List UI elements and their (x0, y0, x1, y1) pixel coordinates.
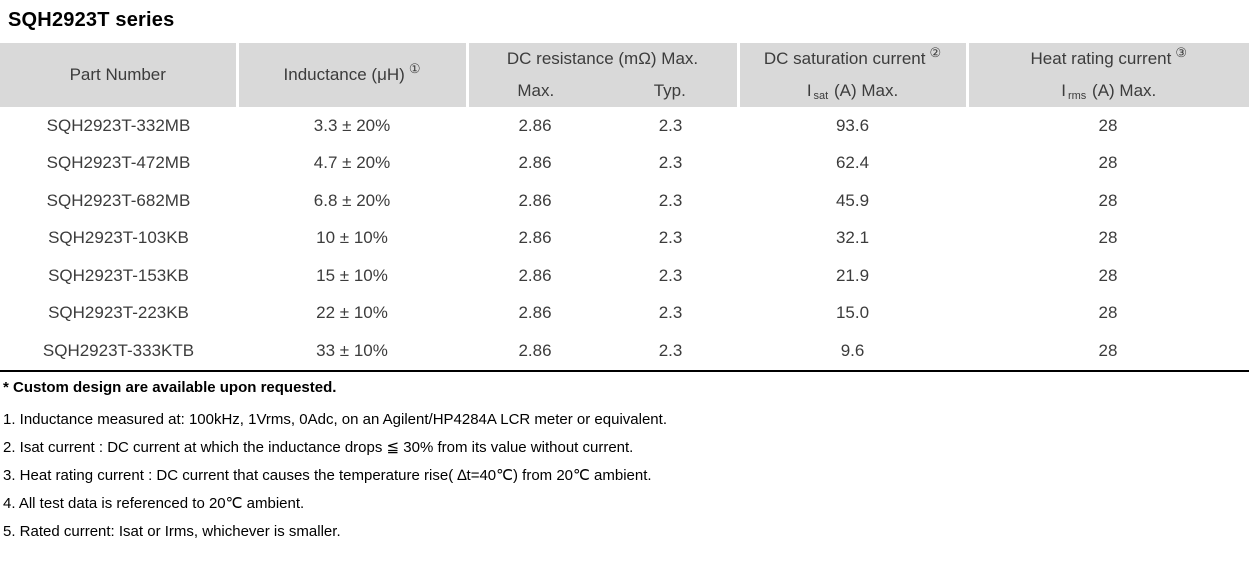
note-item: 2. Isat current : DC current at which th… (3, 438, 634, 456)
note-ref-3: ③ (1175, 45, 1187, 60)
cell-irms: 28 (967, 144, 1249, 182)
note-item: 4. All test data is referenced to 20℃ am… (3, 494, 305, 512)
dc-saturation-label: DC saturation current (763, 49, 926, 68)
notes-list: 1. Inductance measured at: 100kHz, 1Vrms… (0, 406, 1249, 546)
cell-part-number: SQH2923T-333KTB (0, 332, 237, 370)
cell-inductance: 33 ± 10% (237, 332, 467, 370)
table-header: Part Number Inductance (μH) ① DC resistan… (0, 43, 1249, 107)
cell-inductance: 10 ± 10% (237, 219, 467, 257)
table-row: SQH2923T-682MB 6.8 ± 20% 2.86 2.3 45.9 28 (0, 182, 1249, 220)
table-row: SQH2923T-332MB 3.3 ± 20% 2.86 2.3 93.6 28 (0, 107, 1249, 145)
cell-part-number: SQH2923T-153KB (0, 257, 237, 295)
cell-inductance: 6.8 ± 20% (237, 182, 467, 220)
dc-resistance-label: DC resistance (mΩ) Max. (506, 49, 699, 68)
cell-inductance: 22 ± 10% (237, 294, 467, 332)
note-ref-2: ② (929, 45, 942, 60)
cell-dcr-typ: 2.3 (603, 257, 739, 295)
cell-dcr-typ: 2.3 (603, 332, 739, 370)
cell-isat: 32.1 (738, 219, 968, 257)
spec-table: Part Number Inductance (μH) ① DC resistan… (0, 43, 1249, 370)
col-header-dc-resistance: DC resistance (mΩ) Max. (465, 43, 739, 75)
irms-unit-label: (A) Max. (1092, 81, 1157, 100)
isat-unit-label: (A) Max. (833, 81, 899, 100)
cell-dcr-typ: 2.3 (603, 219, 739, 257)
table-row: SQH2923T-472MB 4.7 ± 20% 2.86 2.3 62.4 28 (0, 144, 1249, 182)
table-row: SQH2923T-103KB 10 ± 10% 2.86 2.3 32.1 28 (0, 219, 1249, 257)
col-header-inductance: Inductance (μH) ① (235, 43, 467, 107)
cell-isat: 15.0 (738, 294, 968, 332)
cell-irms: 28 (967, 294, 1249, 332)
col-header-dcr-max: Max. (465, 75, 603, 107)
cell-dcr-typ: 2.3 (603, 144, 739, 182)
col-header-dc-saturation: DC saturation current ② (736, 43, 968, 75)
cell-isat: 45.9 (738, 182, 968, 220)
table-row: SQH2923T-333KTB 33 ± 10% 2.86 2.3 9.6 28 (0, 332, 1249, 370)
cell-dcr-max: 2.86 (467, 219, 603, 257)
datasheet-page: SQH2923T series Part Number Inductance (… (0, 9, 1249, 546)
heat-rating-label: Heat rating current (1030, 49, 1172, 68)
cell-isat: 21.9 (738, 257, 968, 295)
col-header-part-number: Part Number (0, 43, 237, 107)
table-body: SQH2923T-332MB 3.3 ± 20% 2.86 2.3 93.6 28 SQH2… (0, 107, 1249, 370)
cell-dcr-max: 2.86 (467, 332, 603, 370)
cell-part-number: SQH2923T-472MB (0, 144, 237, 182)
table-row: SQH2923T-223KB 22 ± 10% 2.86 2.3 15.0 28 (0, 294, 1249, 332)
isat-subscript: sat (813, 90, 829, 102)
cell-irms: 28 (967, 219, 1249, 257)
cell-irms: 28 (967, 107, 1249, 145)
cell-inductance: 3.3 ± 20% (237, 107, 467, 145)
irms-symbol: I (1061, 81, 1066, 100)
note-ref-1: ① (408, 61, 421, 76)
cell-isat: 9.6 (738, 332, 968, 370)
cell-dcr-typ: 2.3 (603, 294, 739, 332)
col-header-dcr-typ: Typ. (603, 75, 739, 107)
inductance-label: Inductance (μH) (283, 65, 405, 84)
cell-inductance: 4.7 ± 20% (237, 144, 467, 182)
cell-part-number: SQH2923T-332MB (0, 107, 237, 145)
note-item: 3. Heat rating current : DC current that… (3, 466, 652, 484)
custom-design-note: * Custom design are available upon reque… (3, 378, 337, 396)
cell-dcr-max: 2.86 (467, 107, 603, 145)
page-title: SQH2923T series (8, 9, 175, 31)
part-number-label: Part Number (69, 65, 166, 84)
cell-isat: 62.4 (738, 144, 968, 182)
cell-dcr-max: 2.86 (467, 182, 603, 220)
cell-irms: 28 (967, 332, 1249, 370)
table-row: SQH2923T-153KB 15 ± 10% 2.86 2.3 21.9 28 (0, 257, 1249, 295)
cell-irms: 28 (967, 182, 1249, 220)
table-bottom-divider (0, 369, 1249, 372)
cell-dcr-typ: 2.3 (603, 182, 739, 220)
cell-part-number: SQH2923T-223KB (0, 294, 237, 332)
cell-part-number: SQH2923T-682MB (0, 182, 237, 220)
isat-symbol: I (806, 81, 812, 100)
cell-irms: 28 (967, 257, 1249, 295)
irms-subscript: rms (1067, 90, 1087, 102)
note-item: 1. Inductance measured at: 100kHz, 1Vrms… (3, 410, 667, 428)
cell-dcr-max: 2.86 (467, 294, 603, 332)
cell-dcr-max: 2.86 (467, 144, 603, 182)
cell-part-number: SQH2923T-103KB (0, 219, 237, 257)
cell-dcr-typ: 2.3 (603, 107, 739, 145)
cell-dcr-max: 2.86 (467, 257, 603, 295)
cell-isat: 93.6 (738, 107, 968, 145)
col-header-heat-rating: Heat rating current ③ (965, 43, 1249, 75)
cell-inductance: 15 ± 10% (237, 257, 467, 295)
note-item: 5. Rated current: Isat or Irms, whicheve… (3, 522, 341, 540)
header-row-1: Part Number Inductance (μH) ① DC resistan… (0, 43, 1249, 107)
